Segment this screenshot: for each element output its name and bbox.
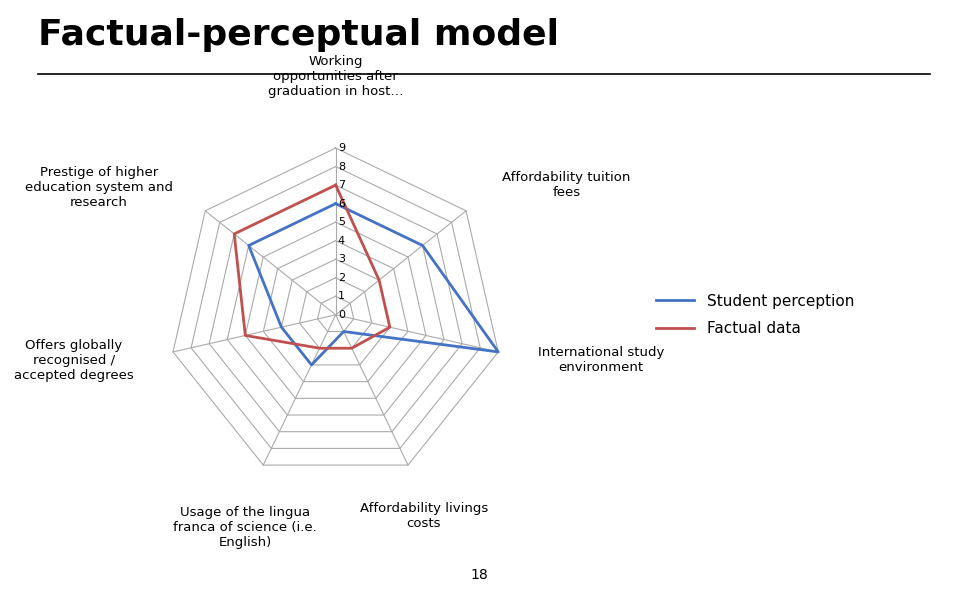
Text: 9: 9	[338, 143, 345, 153]
Text: 3: 3	[338, 254, 345, 264]
Text: 7: 7	[338, 180, 345, 190]
Text: Factual-perceptual model: Factual-perceptual model	[38, 18, 559, 52]
Text: Offers globally
recognised /
accepted degrees: Offers globally recognised / accepted de…	[13, 339, 133, 381]
Text: 6: 6	[338, 198, 345, 208]
Text: 1: 1	[338, 291, 345, 301]
Text: Affordability tuition
fees: Affordability tuition fees	[503, 171, 631, 199]
Text: 0: 0	[338, 310, 345, 320]
Text: 2: 2	[338, 273, 345, 283]
Text: Usage of the lingua
franca of science (i.e.
English): Usage of the lingua franca of science (i…	[174, 506, 317, 549]
Text: Working
opportunities after
graduation in host…: Working opportunities after graduation i…	[268, 55, 404, 97]
Text: Affordability livings
costs: Affordability livings costs	[360, 502, 488, 530]
Text: Prestige of higher
education system and
research: Prestige of higher education system and …	[25, 166, 173, 210]
Text: 5: 5	[338, 217, 345, 227]
Legend: Student perception, Factual data: Student perception, Factual data	[650, 287, 860, 342]
Text: 8: 8	[338, 162, 345, 172]
Text: 4: 4	[338, 236, 345, 246]
Text: 18: 18	[471, 568, 488, 582]
Text: International study
environment: International study environment	[538, 346, 665, 374]
